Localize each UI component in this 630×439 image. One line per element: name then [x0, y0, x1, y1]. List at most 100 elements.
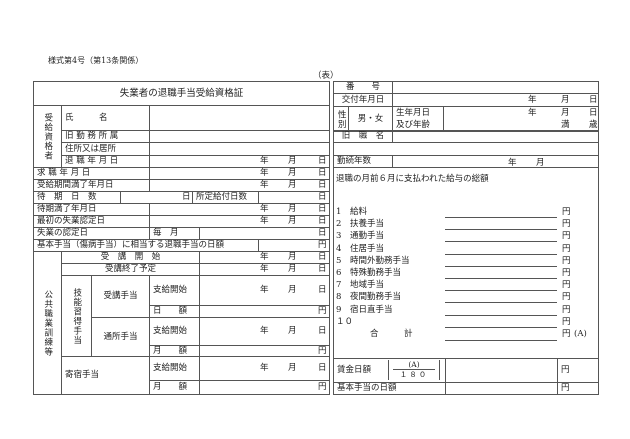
year-unit: 年 [260, 156, 269, 166]
wage-item-label: 通勤手当 [350, 231, 385, 242]
recipient-group-label: 受給資格者 [33, 105, 62, 168]
day-unit: 日 [182, 192, 191, 202]
wage-item-number: １０ [336, 316, 354, 327]
month-unit: 月 [288, 264, 297, 274]
year-unit: 年 [260, 204, 269, 214]
wage-item-amount-line[interactable] [445, 290, 557, 292]
side-label: （表） [313, 71, 339, 81]
day-unit: 日 [318, 363, 327, 373]
total-mark: (A) [574, 329, 587, 339]
wage-item-amount-line[interactable] [445, 241, 557, 243]
daily-wage-fraction: (A) １８０ [388, 360, 440, 380]
day-unit: 日 [318, 204, 327, 214]
basic-daily-field[interactable] [445, 382, 558, 395]
year-unit: 年 [528, 108, 537, 118]
year-unit: 年 [260, 363, 269, 373]
wages-title: 退職の月前６月に支払われた給与の総額 [336, 174, 489, 184]
wage-item-number: 8 [336, 292, 342, 303]
boarding-monthly-amount-label: 月 額 [149, 380, 200, 395]
wage-item-label: 給料 [350, 207, 368, 217]
address-label: 住所又は居所 [61, 142, 150, 156]
wage-item-amount-line[interactable] [445, 302, 557, 304]
training-group-label: 公共職業訓練等 [33, 251, 62, 395]
yen-unit: 円 [562, 316, 571, 327]
wage-total-amount-line[interactable] [445, 340, 557, 341]
wage-item-amount-line[interactable] [445, 253, 557, 255]
day-unit: 日 [318, 192, 327, 202]
wage-item-amount-line[interactable] [445, 265, 557, 267]
day-unit: 日 [318, 252, 327, 262]
month-unit: 月 [288, 204, 297, 214]
day-unit: 日 [318, 216, 327, 226]
commuting-allowance-label: 通所手当 [91, 317, 150, 357]
yen-unit: 円 [562, 207, 571, 217]
month-unit: 月 [288, 326, 297, 336]
name-label: 氏 名 [61, 105, 150, 131]
day-unit: 日 [318, 156, 327, 166]
year-unit: 年 [260, 326, 269, 336]
wage-item-label: 宿日直手当 [350, 304, 393, 315]
yen-unit: 円 [562, 304, 571, 315]
birth-field[interactable] [443, 106, 599, 132]
yen-unit: 円 [562, 268, 571, 278]
year-unit: 年 [528, 94, 537, 105]
wage-item-amount-line[interactable] [445, 217, 557, 218]
blank-row[interactable] [333, 142, 599, 156]
wage-item-amount-line[interactable] [445, 278, 557, 279]
sex-field: 男・女 [348, 106, 393, 132]
wage-item-amount-line[interactable] [445, 314, 557, 316]
wage-item-number: 2 [336, 219, 342, 230]
yen-unit: 円 [318, 306, 327, 316]
wage-item-label: 扶養手当 [350, 219, 385, 230]
wage-item-label: 住居手当 [350, 243, 385, 254]
month-unit: 月 [288, 363, 297, 373]
wage-item-amount-line[interactable] [445, 229, 557, 231]
month-unit: 月 [288, 216, 297, 226]
day-unit: 日 [589, 94, 598, 105]
wage-total-label: 合 計 [370, 329, 413, 339]
day-unit: 日 [318, 285, 327, 295]
yen-unit: 円 [562, 219, 571, 230]
day-unit: 日 [318, 180, 327, 190]
basic-daily-unit: 円 [557, 382, 599, 395]
month-unit: 月 [288, 156, 297, 166]
yen-unit: 円 [562, 280, 571, 291]
yen-unit: 円 [562, 329, 571, 339]
address-field[interactable] [149, 142, 330, 156]
day-unit: 日 [318, 264, 327, 274]
day-unit: 日 [318, 228, 327, 238]
yen-unit: 円 [562, 243, 571, 254]
name-field[interactable] [149, 105, 330, 131]
yen-unit: 円 [562, 292, 571, 303]
wage-item-label: 地域手当 [350, 280, 385, 291]
wage-item-label: 特殊勤務手当 [350, 268, 402, 278]
yen-unit: 円 [318, 345, 327, 356]
boarding-monthly-amount-field[interactable] [199, 380, 330, 395]
wage-item-amount-line[interactable] [445, 326, 557, 328]
fraction-numerator: (A) [393, 360, 435, 370]
year-unit: 年 [260, 216, 269, 226]
issue-date-label: 交付年月日 [333, 93, 393, 107]
yen-unit: 円 [562, 231, 571, 242]
wage-item-number: 4 [336, 243, 342, 254]
wage-item-number: 9 [336, 304, 342, 315]
year-unit: 年 [260, 285, 269, 295]
wage-item-number: 7 [336, 280, 342, 291]
fraction-denominator: １８０ [399, 370, 429, 379]
yen-unit: 円 [318, 382, 327, 392]
wage-item-number: 5 [336, 255, 342, 266]
month-unit: 月 [288, 285, 297, 295]
birth-label-line: 及び年齢 [396, 119, 431, 130]
birth-label: 生年月日 及び年齢 [392, 106, 444, 132]
year-unit: 年 [260, 180, 269, 190]
month-unit: 月 [288, 252, 297, 262]
wage-item-label: 時間外勤務手当 [350, 255, 410, 266]
birth-label-line: 生年月日 [396, 108, 431, 118]
age-unit: 歳 [589, 120, 598, 130]
skill-allowance-label: 技能習得手当 [61, 275, 92, 357]
wage-item-number: 3 [336, 231, 342, 242]
month-unit: 月 [288, 168, 297, 178]
daily-wage-field[interactable] [445, 358, 558, 383]
attendance-payment-start-label: 支給開始 [149, 275, 200, 306]
month-unit: 月 [536, 158, 545, 168]
